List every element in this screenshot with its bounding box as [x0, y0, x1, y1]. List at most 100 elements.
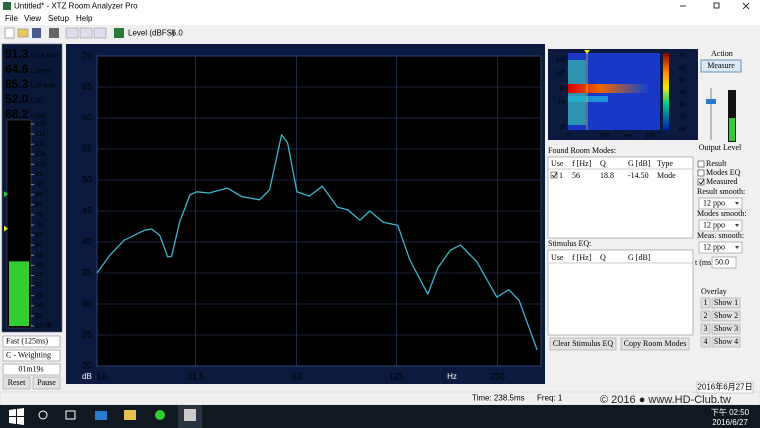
explorer-icon[interactable]: [124, 410, 136, 420]
overlay-index[interactable]: [700, 336, 711, 348]
menu-item[interactable]: Help: [76, 14, 93, 23]
spec-y-label: 250: [556, 58, 567, 64]
cell: 18.8: [600, 171, 614, 180]
checkbox[interactable]: [697, 169, 705, 177]
weighting-select[interactable]: [2, 349, 61, 362]
meter-tick-label: 45: [36, 273, 43, 279]
smooth-value: 12 ppo: [703, 198, 725, 207]
cell: -14.50: [628, 171, 649, 180]
meter-tick-label: 90: [36, 182, 43, 188]
tool-level[interactable]: [114, 28, 124, 38]
measure-label: Measure: [707, 61, 735, 70]
overlay-index[interactable]: [700, 297, 711, 309]
smooth-select[interactable]: [698, 241, 743, 254]
clear-eq-label: Clear Stimulus EQ: [553, 339, 614, 348]
wechat-icon[interactable]: [155, 410, 165, 420]
response-value: Fast (125ms): [6, 336, 48, 345]
meter-tick-label: 105: [36, 152, 47, 158]
overlay-show[interactable]: [711, 310, 741, 322]
output-slider[interactable]: [706, 99, 716, 104]
x-unit: Hz: [447, 372, 457, 381]
menu-item[interactable]: Setup: [48, 14, 69, 23]
reading-value: 85.3: [5, 77, 29, 91]
reset-button[interactable]: [2, 376, 31, 390]
x-tick-label: 63: [292, 371, 302, 381]
checkbox[interactable]: [697, 160, 705, 168]
stimulus: Use f [Hz] Q G [dB]: [548, 253, 693, 264]
tool-save[interactable]: [32, 28, 41, 38]
meter-tick-label: 40: [36, 283, 43, 289]
room-modes-title: Found Room Modes:: [548, 146, 616, 155]
tool-print[interactable]: [49, 28, 59, 38]
clear-eq-button[interactable]: [549, 337, 617, 351]
menu-item[interactable]: File: [5, 14, 18, 23]
edge-icon[interactable]: [95, 411, 107, 420]
overlay-show-label: Show 2: [714, 311, 738, 320]
xtz-icon[interactable]: [184, 409, 196, 421]
response-select[interactable]: [2, 335, 61, 348]
overlay-show[interactable]: [711, 336, 741, 348]
checkbox-label: Modes EQ: [706, 168, 741, 177]
measure-button[interactable]: [700, 59, 742, 73]
meter-tick-label: 25: [36, 313, 43, 319]
pause-button[interactable]: [32, 376, 61, 390]
tool-rt60b[interactable]: [93, 27, 107, 39]
cell: Mode: [657, 171, 676, 180]
dropdown-arrow: [735, 246, 739, 249]
t-input[interactable]: [711, 256, 737, 269]
tool-rt60[interactable]: [79, 27, 93, 39]
status-time: Time: 238.5ms: [472, 394, 525, 403]
search-button[interactable]: [38, 410, 48, 420]
reset-label: Reset: [8, 378, 27, 387]
close[interactable]: [742, 2, 750, 10]
output-meter-level: [729, 118, 735, 141]
overlay-show[interactable]: [711, 323, 741, 335]
status-freq: Freq: 1: [537, 394, 563, 403]
menu-item[interactable]: View: [24, 14, 41, 23]
column-header: Q: [600, 159, 606, 168]
overlay-index-label: 4: [704, 337, 708, 346]
tool-rta[interactable]: [65, 27, 79, 39]
spectrogram-band: [568, 96, 608, 102]
cursor-marker[interactable]: [584, 50, 590, 54]
smooth-select[interactable]: [698, 219, 743, 232]
t-value: 50.0: [715, 257, 729, 266]
copy-modes-button[interactable]: [620, 337, 690, 351]
overlay-index[interactable]: [700, 310, 711, 322]
spec-x-label: 200: [645, 134, 656, 140]
overlay-index[interactable]: [700, 323, 711, 335]
y-tick-label: 35: [82, 267, 92, 277]
use-checkbox[interactable]: [550, 171, 558, 179]
smooth-label: Meas. smooth:: [697, 231, 744, 240]
reading-value: 68.2: [5, 107, 29, 121]
meter-tick-label: 70: [36, 223, 43, 229]
scale-label: 70: [679, 54, 686, 60]
elapsed-box: [2, 363, 61, 376]
smooth-select[interactable]: [698, 197, 743, 210]
meter-tick-label: 30: [36, 303, 43, 309]
pause-label: Pause: [37, 378, 56, 387]
overlay-show[interactable]: [711, 297, 741, 309]
output-meter: [728, 90, 736, 142]
maximize[interactable]: [713, 2, 720, 9]
x-tick-label: 250: [490, 371, 505, 381]
task-view[interactable]: [65, 410, 76, 420]
reading-unit: LCpk hold: [31, 54, 58, 60]
dropdown-arrow: [735, 202, 739, 205]
meter-tick-label: 95: [36, 172, 43, 178]
overlay-show-label: Show 4: [714, 337, 738, 346]
checkbox[interactable]: [697, 178, 705, 186]
reading-unit: LCF hold: [31, 84, 55, 90]
overlay-label: Overlay: [701, 287, 727, 296]
y-tick-label: 70: [82, 50, 92, 60]
spec-y-label: 20: [559, 125, 566, 131]
clock-time: 下午 02:50: [711, 407, 750, 417]
tool-open[interactable]: [17, 28, 29, 38]
overlay-show-label: Show 1: [714, 298, 738, 307]
start-button[interactable]: [9, 408, 24, 425]
level-label: Level (dBFS): [128, 29, 175, 38]
tool-new[interactable]: [4, 27, 15, 39]
spec-x-label: 0: [566, 134, 570, 140]
